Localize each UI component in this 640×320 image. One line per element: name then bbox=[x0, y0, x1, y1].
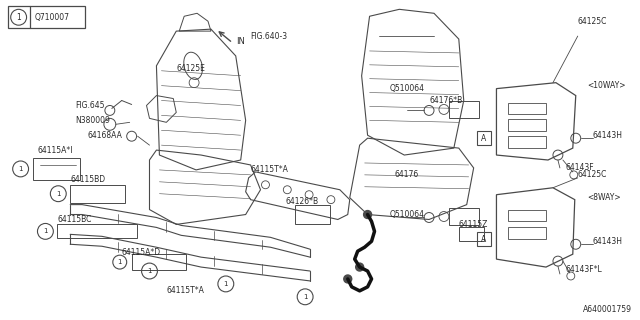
Bar bbox=[508, 136, 546, 148]
Text: N380009: N380009 bbox=[75, 116, 110, 125]
Text: 64126*B: 64126*B bbox=[285, 197, 319, 206]
Text: 64115A*D: 64115A*D bbox=[122, 248, 161, 257]
Bar bbox=[508, 119, 546, 131]
Text: 64125C: 64125C bbox=[578, 170, 607, 180]
Text: 1: 1 bbox=[56, 191, 61, 197]
Bar bbox=[477, 232, 490, 246]
Text: FIG.640-3: FIG.640-3 bbox=[251, 32, 288, 41]
Text: 1: 1 bbox=[223, 281, 228, 287]
Text: 1: 1 bbox=[147, 268, 152, 274]
Text: 64143H: 64143H bbox=[593, 131, 623, 140]
Circle shape bbox=[364, 211, 372, 219]
Bar bbox=[449, 208, 479, 225]
Text: 1: 1 bbox=[303, 294, 307, 300]
Bar bbox=[449, 100, 479, 118]
Text: 64143H: 64143H bbox=[593, 237, 623, 246]
Text: 64125C: 64125C bbox=[578, 17, 607, 26]
Text: <8WAY>: <8WAY> bbox=[588, 193, 621, 202]
Text: FIG.645: FIG.645 bbox=[75, 101, 105, 110]
Text: Q510064: Q510064 bbox=[389, 84, 424, 93]
Bar bbox=[58, 224, 136, 238]
Text: <10WAY>: <10WAY> bbox=[588, 81, 626, 90]
Bar bbox=[33, 158, 80, 180]
Text: 64176: 64176 bbox=[394, 170, 419, 180]
Text: 64115T*A: 64115T*A bbox=[166, 286, 204, 295]
Text: A: A bbox=[481, 235, 486, 244]
Text: A640001759: A640001759 bbox=[583, 305, 632, 314]
Text: 64168AA: 64168AA bbox=[87, 131, 122, 140]
Text: 64115BD: 64115BD bbox=[70, 175, 106, 184]
Text: Q510064: Q510064 bbox=[389, 210, 424, 219]
Text: A: A bbox=[481, 134, 486, 143]
Text: 64143F*L: 64143F*L bbox=[566, 265, 603, 274]
Text: 64115BC: 64115BC bbox=[58, 215, 92, 224]
Text: 64115A*I: 64115A*I bbox=[38, 146, 73, 155]
Bar bbox=[295, 204, 330, 224]
Text: IN: IN bbox=[236, 36, 244, 45]
Bar bbox=[8, 6, 85, 28]
Text: 64115Z: 64115Z bbox=[459, 220, 488, 229]
Bar bbox=[70, 185, 125, 203]
Text: 64125E: 64125E bbox=[176, 64, 205, 73]
Text: Q710007: Q710007 bbox=[35, 13, 70, 22]
Bar bbox=[508, 102, 546, 114]
Bar bbox=[459, 228, 484, 241]
Text: 64176*B: 64176*B bbox=[429, 96, 462, 105]
Bar bbox=[132, 254, 186, 270]
Circle shape bbox=[344, 275, 352, 283]
Bar bbox=[477, 131, 490, 145]
Text: 1: 1 bbox=[118, 259, 122, 265]
Text: 64143F: 64143F bbox=[566, 164, 595, 172]
Text: 1: 1 bbox=[16, 13, 21, 22]
Bar bbox=[508, 210, 546, 221]
Text: 1: 1 bbox=[19, 166, 23, 172]
Bar bbox=[508, 228, 546, 239]
Text: 1: 1 bbox=[43, 228, 47, 234]
Circle shape bbox=[356, 263, 364, 271]
Text: 64115T*A: 64115T*A bbox=[251, 165, 289, 174]
